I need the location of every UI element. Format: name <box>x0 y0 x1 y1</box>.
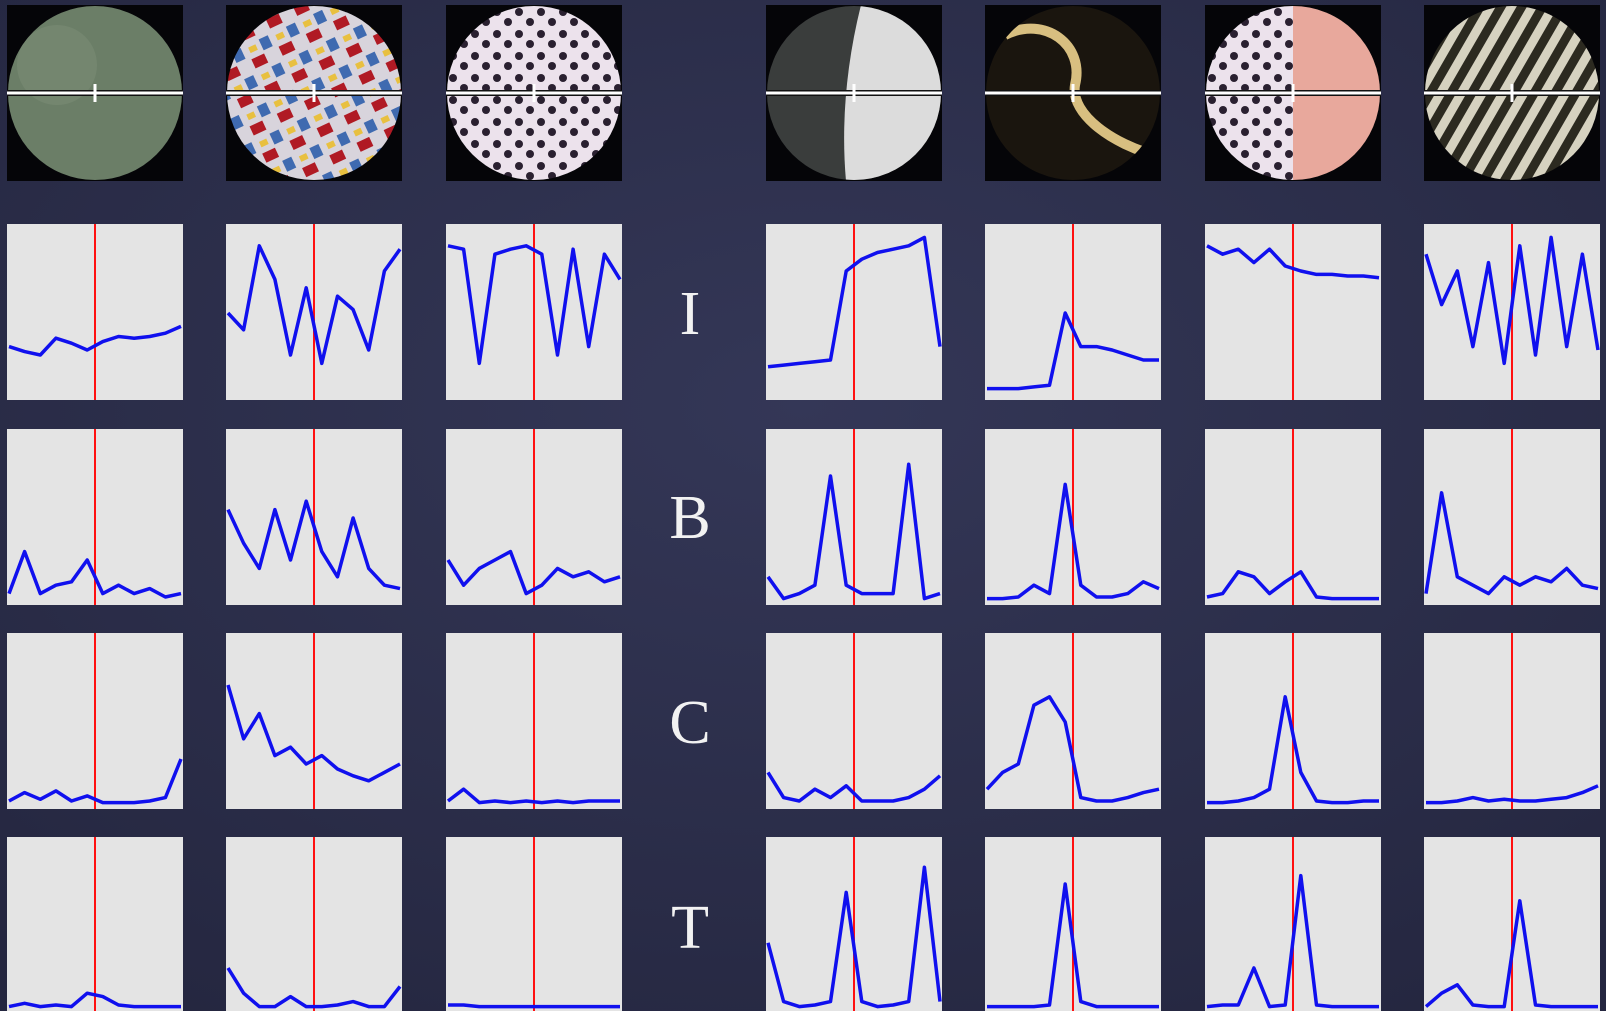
page: IBCT (() => { const data = JSON.parse(do… <box>0 0 1606 1011</box>
figure: I B C T <box>0 0 1606 1011</box>
curve <box>448 1005 620 1007</box>
row-label: I <box>680 280 701 348</box>
row-label: C <box>669 689 710 757</box>
row-label: B <box>669 484 710 552</box>
row-label: T <box>671 894 709 962</box>
